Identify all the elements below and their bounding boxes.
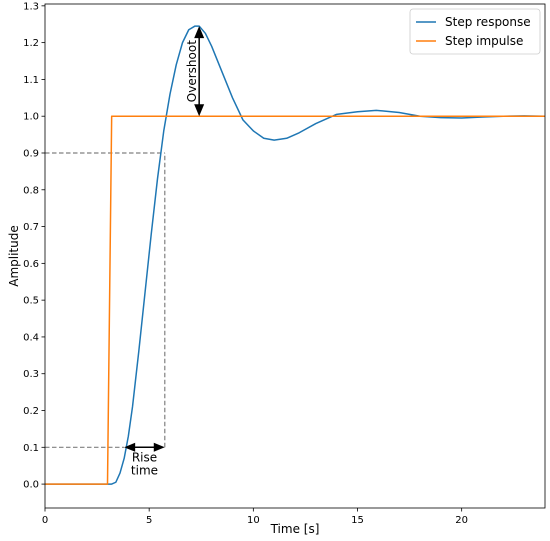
y-tick-label: 0.2 [23, 406, 39, 417]
overshoot-label: Overshoot [185, 40, 199, 102]
y-tick-label: 0.3 [23, 369, 39, 380]
series-line-step-impulse [45, 115, 545, 485]
x-tick-label: 20 [455, 515, 468, 526]
y-tick-label: 1.2 [23, 38, 39, 49]
overshoot-arrowhead-bottom [194, 104, 205, 117]
x-tick-label: 0 [42, 515, 48, 526]
reference-lines [45, 152, 166, 448]
x-tick-label: 10 [247, 515, 260, 526]
y-tick-label: 0.8 [23, 185, 39, 196]
y-tick-label: 0.7 [23, 222, 39, 233]
x-tick-label: 15 [351, 515, 364, 526]
x-axis-label: Time [s] [270, 522, 320, 536]
plot-frame [44, 3, 546, 509]
rise-time-label-line2: time [131, 463, 158, 477]
legend-label: Step impulse [445, 34, 523, 48]
legend-label: Step response [445, 15, 531, 29]
y-tick-label: 0.9 [23, 148, 39, 159]
legend: Step response Step impulse [409, 8, 541, 55]
series-line-step-response [45, 25, 545, 485]
y-tick-label: 0.1 [23, 443, 39, 454]
y-tick-label: 0.4 [23, 332, 39, 343]
x-ticks: 0 5 10 15 20 [42, 508, 468, 526]
rise-time-arrowhead-right [153, 442, 165, 452]
x-tick-label: 5 [146, 515, 152, 526]
y-ticks: 0.0 0.1 0.2 0.3 0.4 0.5 0.6 0.7 0.8 0.9 1.0 1.1 1.2 1… [23, 1, 45, 491]
y-tick-label: 0.0 [23, 480, 39, 491]
y-tick-label: 1.0 [23, 112, 39, 123]
y-tick-label: 1.1 [23, 75, 39, 86]
rise-time-arrowhead-left [124, 442, 136, 452]
y-tick-label: 0.6 [23, 259, 39, 270]
overshoot-arrowhead-top [194, 26, 205, 39]
y-tick-label: 0.5 [23, 296, 39, 307]
series-lines [45, 25, 545, 485]
legend-box [409, 8, 541, 55]
rise-time-label-line1: Rise [132, 450, 157, 464]
y-axis-label: Amplitude [7, 225, 21, 287]
y-tick-label: 1.3 [23, 1, 39, 12]
